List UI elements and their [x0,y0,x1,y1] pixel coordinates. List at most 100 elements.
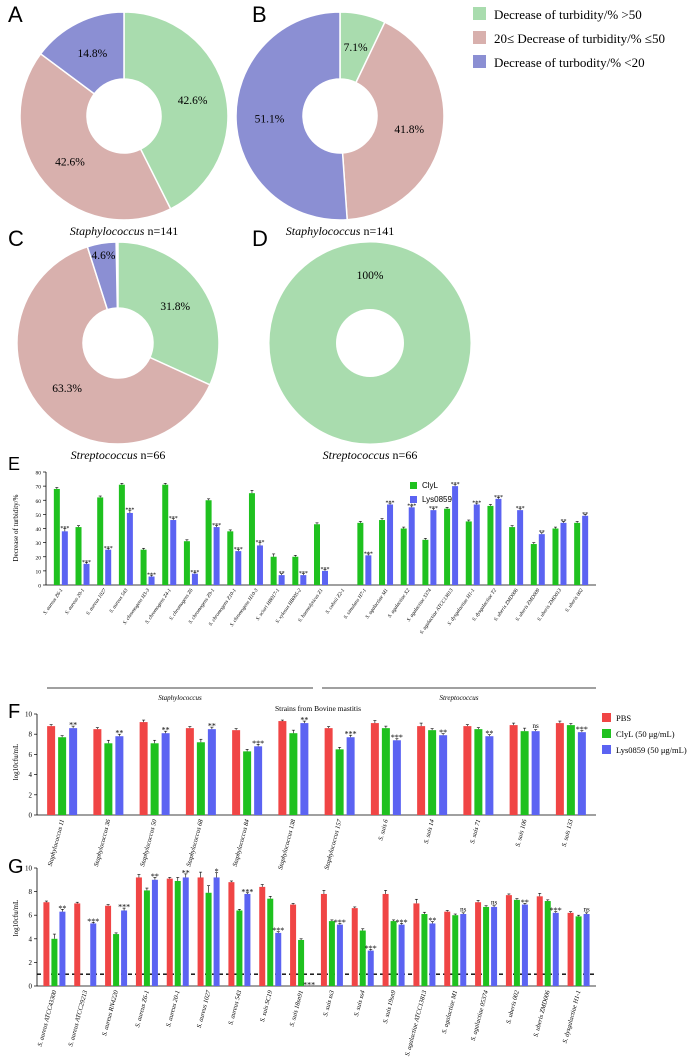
bar [235,551,242,585]
bar [400,528,407,585]
bar [278,721,287,815]
bar [196,742,205,815]
caption-a-n: n=141 [144,224,178,238]
bar [379,520,386,585]
bar [139,722,148,815]
bar [509,725,518,815]
bar [530,544,537,585]
panel-f-chart: 0 2 4 6 8 10 ** Staphylococcus 11 ** Staphylococc… [25,711,596,871]
donut-hole [84,309,152,377]
y-tick-label: 4 [29,771,33,779]
significance-marker: ** [521,898,529,907]
bar [381,728,390,815]
panel-e-group-strep: Streptococcus [439,694,478,702]
donut-percent-label: 7.1% [344,42,368,54]
panel-f-title: Strains from Bovine mastitis [275,704,361,713]
caption-d-n: n=66 [390,448,418,462]
category-label: S. aureus ATCC43300 [37,989,59,1047]
category-label: Staphylococcus 84 [232,818,252,867]
bar [439,735,448,815]
category-label: Staphylococcus 36 [93,818,113,867]
bar [359,930,366,986]
significance-marker: *** [104,546,113,552]
panel-e-group-staph: Staphylococcus [158,694,202,702]
donut-slice [235,11,348,221]
bar [151,879,158,986]
bar [51,938,58,986]
significance-marker: *** [407,503,416,509]
significance-marker: *** [334,918,346,927]
caption-d: Streptococcus n=66 [323,448,418,462]
bar [370,723,379,815]
category-label: S. agalactiae 05374 [470,989,490,1042]
category-label: S. suis 14 [423,818,436,844]
significance-marker: *** [321,567,330,573]
bar [300,723,309,815]
bar [61,531,68,585]
significance-marker: *** [391,733,403,742]
y-tick-label: 0 [29,983,33,991]
bar [97,497,104,585]
donut-percent-label: 31.8% [160,301,190,313]
donut-percent-label: 41.8% [394,124,424,136]
bar [115,736,124,815]
category-label: S. suis 19sn9 [382,989,398,1024]
bar [485,736,494,815]
bar [575,916,582,986]
category-label: S. suis 18sn91 [289,990,305,1028]
ns-marker: ns [460,905,467,913]
bar [324,728,333,815]
bar [357,522,364,585]
panel-e-legend-lys: Lys0859 [422,495,453,504]
category-label: S. dysgalactiae H1-1 [562,990,583,1044]
bar [346,737,355,815]
bar [126,512,133,585]
significance-marker: *** [212,523,221,529]
category-label: S. uberis ZMD006 [533,989,552,1038]
category-label: S. aureus Z6-1 [42,587,64,616]
bar [47,726,56,815]
significance-marker: *** [87,917,99,926]
bar [278,575,285,585]
legend-label-low: Decrease of turbodity/% <20 [494,55,645,70]
category-label: Staphylococcus 50 [139,818,159,867]
significance-marker: *** [303,981,315,990]
bar [267,898,274,986]
caption-b-genus: Staphylococcus [286,224,361,238]
significance-marker: *** [365,944,377,953]
significance-marker: ** [151,872,159,881]
category-label: S. aureus 543 [227,989,243,1026]
bar [170,520,177,585]
panel-letter-d: D [252,226,268,251]
panel-e-legend: ClyL Lys0859 [410,481,453,504]
panel-e-ylabel: Decrease of turbidity/% [12,494,20,561]
category-label: S. agalactiae X2 [387,587,412,619]
y-tick-label: 4 [29,935,33,943]
bar [207,729,216,815]
bar [365,555,372,585]
category-label: S. agalactiae ATCC13813 [404,989,428,1057]
donut-slice [341,21,445,221]
y-tick-label: 10 [36,569,42,575]
y-tick-label: 40 [36,527,42,533]
panel-f-legend-pbs: PBS [616,713,631,723]
y-tick-label: 10 [25,865,33,873]
significance-marker: ** [279,571,285,577]
bar [552,528,559,585]
bar [428,730,437,815]
bar [150,743,159,815]
significance-marker: *** [364,551,373,557]
bar [387,504,394,585]
bar [69,728,78,815]
donut-hole [336,309,404,377]
bar [243,751,252,815]
caption-c-n: n=66 [138,448,166,462]
bar [422,539,429,585]
bar [205,892,212,986]
bar [429,923,436,986]
bar [174,880,181,986]
significance-marker: *** [190,570,199,576]
donut-slice [16,245,211,445]
